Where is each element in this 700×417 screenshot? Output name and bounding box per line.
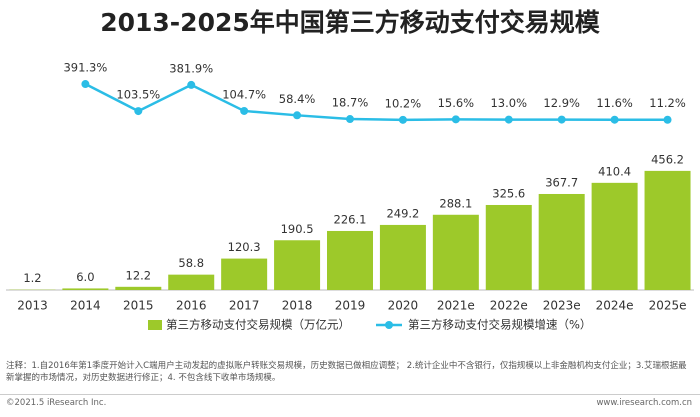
- source: www.iresearch.com.cn: [596, 398, 692, 408]
- data-label: 15.6%: [438, 96, 475, 110]
- legend-label: 第三方移动支付交易规模（万亿元）: [166, 318, 350, 332]
- x-tick-label: 2021e: [437, 299, 475, 313]
- legend-swatch: [148, 320, 162, 330]
- line-point: [398, 115, 407, 124]
- divider: [0, 394, 700, 395]
- legend-label: 第三方移动支付交易规模增速（%）: [408, 318, 591, 332]
- data-label: 58.4%: [279, 92, 316, 106]
- bar: [168, 274, 215, 290]
- x-tick-label: 2017: [229, 299, 260, 313]
- data-label: 288.1: [439, 196, 472, 210]
- x-tick-label: 2015: [123, 299, 154, 313]
- note: 注释：1.自2016年第1季度开始计入C端用户主动发起的虚拟账户转账交易规模，历…: [6, 361, 687, 383]
- data-label: 456.2: [651, 152, 684, 166]
- data-label: 12.9%: [543, 96, 580, 110]
- x-tick-label: 2018: [282, 299, 313, 313]
- legend-swatch: [385, 321, 393, 329]
- x-tick-label: 2020: [388, 299, 419, 313]
- line-point: [81, 80, 90, 89]
- x-tick-label: 2025e: [649, 299, 687, 313]
- data-label: 410.4: [598, 164, 631, 178]
- bar: [221, 258, 268, 290]
- data-label: 367.7: [545, 175, 578, 189]
- line-point: [240, 106, 249, 115]
- x-tick-label: 2019: [335, 299, 366, 313]
- x-tick-label: 2013: [17, 299, 48, 313]
- line-point: [346, 115, 354, 124]
- line-point: [451, 115, 460, 124]
- chart-title: 2013-2025年中国第三方移动支付交易规模: [100, 8, 601, 37]
- data-label: 18.7%: [332, 96, 369, 110]
- x-tick-label: 2022e: [490, 299, 528, 313]
- data-label: 13.0%: [490, 96, 527, 110]
- bar: [591, 182, 638, 290]
- bar: [485, 204, 532, 290]
- data-label: 58.8: [178, 256, 204, 270]
- line-point: [504, 115, 513, 124]
- bar: [62, 288, 109, 290]
- source: ©2021.5 iResearch Inc.: [6, 398, 107, 408]
- bar: [327, 230, 373, 290]
- data-label: 11.2%: [649, 96, 686, 110]
- data-label: 11.6%: [596, 96, 633, 110]
- data-label: 381.9%: [169, 61, 213, 75]
- line-point: [134, 107, 143, 116]
- bar: [115, 286, 162, 290]
- data-label: 10.2%: [385, 96, 422, 110]
- x-tick-label: 2016: [176, 299, 207, 313]
- data-label: 249.2: [386, 206, 419, 220]
- x-tick-label: 2024e: [596, 299, 634, 313]
- line-point: [557, 115, 566, 124]
- line-point: [293, 111, 302, 120]
- data-label: 226.1: [334, 212, 367, 226]
- data-label: 6.0: [76, 270, 94, 284]
- bar: [538, 193, 585, 290]
- line-point: [610, 115, 619, 124]
- data-label: 190.5: [281, 222, 314, 236]
- data-label: 391.3%: [63, 61, 107, 75]
- line-point: [187, 80, 196, 89]
- data-label: 120.3: [228, 240, 261, 254]
- bar: [379, 224, 426, 290]
- bar: [644, 170, 691, 290]
- data-label: 1.2: [23, 271, 41, 285]
- chart: 2013-2025年中国第三方移动支付交易规模 2013 2014 2015 2016…: [6, 8, 694, 332]
- bar: [432, 214, 479, 290]
- data-label: 103.5%: [116, 88, 160, 102]
- x-tick-label: 2023e: [543, 299, 581, 313]
- data-label: 325.6: [492, 186, 525, 200]
- x-tick-label: 2014: [70, 299, 101, 313]
- line-point: [663, 115, 672, 124]
- line: [84, 82, 668, 122]
- bar: [274, 240, 321, 290]
- data-label: 104.7%: [222, 87, 266, 101]
- data-label: 12.2: [126, 268, 152, 282]
